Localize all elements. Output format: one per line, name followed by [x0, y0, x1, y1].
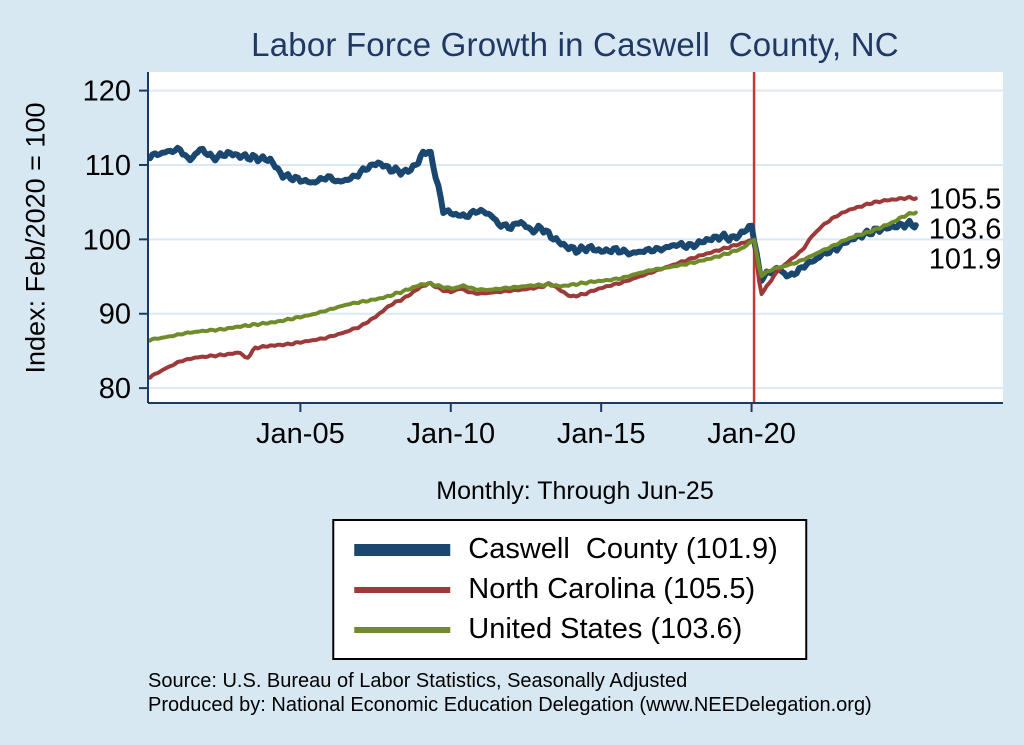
legend: Caswell County (101.9) North Carolina (1… [332, 519, 808, 660]
chart-title: Labor Force Growth in Caswell County, NC [251, 26, 899, 63]
y-axis-ticks: 80 90 100 110 120 [83, 76, 148, 405]
svg-text:90: 90 [99, 299, 131, 331]
source-line-2: Produced by: National Economic Education… [148, 694, 872, 716]
chart-subtitle: Monthly: Through Jun-25 [436, 477, 714, 505]
x-axis-ticks: Jan-05 Jan-10 Jan-15 Jan-20 [256, 403, 796, 450]
svg-text:Jan-05: Jan-05 [256, 418, 345, 450]
legend-swatch-united-states [354, 626, 451, 633]
series-line-north-carolina [148, 194, 918, 380]
svg-text:120: 120 [83, 76, 131, 108]
source-note: Source: U.S. Bureau of Labor Statistics,… [148, 669, 872, 717]
y-axis-label: Index: Feb/2020 = 100 [20, 102, 51, 374]
axes [147, 72, 1003, 404]
legend-label-north-carolina: North Carolina (105.5) [468, 573, 756, 605]
svg-text:Jan-10: Jan-10 [406, 418, 495, 450]
svg-text:100: 100 [83, 224, 131, 256]
source-line-1: Source: U.S. Bureau of Labor Statistics,… [148, 670, 688, 692]
series-line-united-states [148, 210, 918, 343]
svg-text:Jan-20: Jan-20 [707, 418, 796, 450]
legend-label-caswell-county: Caswell County (101.9) [468, 533, 778, 565]
svg-text:103.6: 103.6 [929, 213, 1002, 245]
svg-text:80: 80 [99, 373, 131, 405]
svg-text:110: 110 [85, 150, 131, 182]
legend-swatch-north-carolina [354, 586, 451, 593]
legend-swatch-caswell-county [354, 543, 451, 556]
plot-area [148, 72, 1003, 403]
svg-text:Jan-15: Jan-15 [557, 418, 646, 450]
legend-label-united-states: United States (103.6) [468, 613, 743, 645]
svg-text:105.5: 105.5 [929, 183, 1002, 215]
legend-item-united-states: United States (103.6) [354, 613, 777, 646]
legend-item-caswell-county: Caswell County (101.9) [354, 533, 778, 566]
svg-text:101.9: 101.9 [929, 243, 1002, 275]
series-line-caswell-county [147, 144, 919, 284]
legend-item-north-carolina: North Carolina (105.5) [354, 573, 777, 606]
